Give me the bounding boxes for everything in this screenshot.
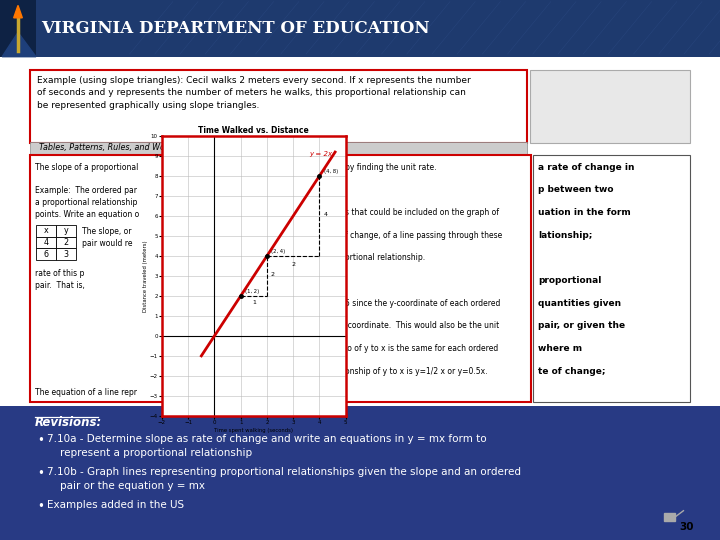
Text: uation in the form: uation in the form bbox=[538, 208, 631, 217]
Text: y = 2x: y = 2x bbox=[309, 151, 332, 157]
Text: x: x bbox=[44, 226, 48, 235]
Text: 7.10a - Determine slope as rate of change and write an equations in y = mx form : 7.10a - Determine slope as rate of chang… bbox=[47, 434, 487, 457]
Text: lationship;: lationship; bbox=[538, 231, 593, 240]
Polygon shape bbox=[14, 5, 22, 18]
Text: Tables, Patterns, Rules, and Words  (Continued): Tables, Patterns, Rules, and Words (Cont… bbox=[39, 144, 230, 152]
Text: pair, or given the: pair, or given the bbox=[538, 321, 625, 330]
Text: 4: 4 bbox=[323, 212, 328, 217]
Text: 30: 30 bbox=[679, 522, 693, 532]
Bar bbox=[0, 0, 720, 57]
Y-axis label: Distance traveled (meters): Distance traveled (meters) bbox=[143, 240, 148, 312]
Text: by finding the unit rate.: by finding the unit rate. bbox=[345, 163, 436, 172]
Text: quantities given: quantities given bbox=[538, 299, 621, 308]
Text: where m: where m bbox=[538, 344, 582, 353]
Text: y: y bbox=[64, 226, 68, 235]
Text: ortional relationship.: ortional relationship. bbox=[345, 253, 425, 262]
FancyBboxPatch shape bbox=[36, 248, 56, 260]
Text: •: • bbox=[37, 467, 45, 480]
FancyBboxPatch shape bbox=[30, 155, 225, 402]
Text: •: • bbox=[37, 434, 45, 447]
Text: 1: 1 bbox=[252, 300, 256, 305]
Text: •: • bbox=[37, 500, 45, 512]
Text: rate of this p: rate of this p bbox=[35, 269, 85, 279]
FancyBboxPatch shape bbox=[30, 142, 527, 154]
Text: Example:  The ordered par: Example: The ordered par bbox=[35, 186, 138, 195]
Text: f change, of a line passing through these: f change, of a line passing through thes… bbox=[345, 231, 502, 240]
Text: 2: 2 bbox=[291, 262, 295, 267]
Bar bbox=[0, 406, 720, 540]
Text: a rate of change in: a rate of change in bbox=[538, 163, 634, 172]
X-axis label: Time spent walking (seconds): Time spent walking (seconds) bbox=[215, 428, 293, 433]
Text: 2: 2 bbox=[270, 272, 274, 277]
Text: 2: 2 bbox=[63, 238, 69, 247]
Text: p between two: p between two bbox=[538, 185, 613, 194]
Text: io of y to x is the same for each ordered: io of y to x is the same for each ordere… bbox=[345, 344, 498, 353]
Text: The equation of a line repr: The equation of a line repr bbox=[35, 388, 138, 397]
Text: (2, 4): (2, 4) bbox=[271, 249, 285, 254]
Text: 6: 6 bbox=[44, 250, 48, 259]
Text: points. Write an equation o: points. Write an equation o bbox=[35, 210, 140, 219]
Polygon shape bbox=[675, 510, 684, 517]
Text: pair would re: pair would re bbox=[82, 239, 132, 248]
Text: s that could be included on the graph of: s that could be included on the graph of bbox=[345, 208, 499, 217]
FancyBboxPatch shape bbox=[56, 237, 76, 248]
Text: Examples added in the US: Examples added in the US bbox=[47, 500, 184, 510]
Bar bbox=[0, 0, 36, 57]
FancyBboxPatch shape bbox=[533, 155, 690, 402]
Text: VIRGINIA DEPARTMENT OF EDUCATION: VIRGINIA DEPARTMENT OF EDUCATION bbox=[41, 20, 430, 37]
Text: (4, 8): (4, 8) bbox=[323, 169, 338, 174]
Text: te of change;: te of change; bbox=[538, 367, 606, 376]
FancyBboxPatch shape bbox=[340, 155, 531, 402]
FancyBboxPatch shape bbox=[56, 248, 76, 260]
Text: proportional: proportional bbox=[538, 276, 601, 285]
FancyBboxPatch shape bbox=[36, 225, 56, 237]
Text: (1, 2): (1, 2) bbox=[245, 289, 259, 294]
Text: 5 since the y-coordinate of each ordered: 5 since the y-coordinate of each ordered bbox=[345, 299, 500, 308]
Text: 3: 3 bbox=[64, 250, 68, 259]
FancyBboxPatch shape bbox=[530, 70, 690, 143]
Text: onship of y to x is y=1/2 x or y=0.5x.: onship of y to x is y=1/2 x or y=0.5x. bbox=[345, 367, 487, 376]
Text: 4: 4 bbox=[44, 238, 48, 247]
FancyBboxPatch shape bbox=[36, 237, 56, 248]
Title: Time Walked vs. Distance: Time Walked vs. Distance bbox=[199, 126, 309, 136]
Text: Example (using slope triangles): Cecil walks 2 meters every second. If x represe: Example (using slope triangles): Cecil w… bbox=[37, 76, 471, 110]
Text: The slope of a proportional: The slope of a proportional bbox=[35, 163, 139, 172]
Polygon shape bbox=[664, 513, 675, 521]
FancyBboxPatch shape bbox=[30, 70, 527, 143]
Text: Revisions:: Revisions: bbox=[35, 416, 102, 429]
Polygon shape bbox=[2, 32, 36, 57]
Text: 7.10b - Graph lines representing proportional relationships given the slope and : 7.10b - Graph lines representing proport… bbox=[47, 467, 521, 490]
Text: -coordinate.  This would also be the unit: -coordinate. This would also be the unit bbox=[345, 321, 499, 330]
Text: The slope, or: The slope, or bbox=[82, 227, 132, 237]
FancyBboxPatch shape bbox=[56, 225, 76, 237]
Text: pair.  That is,: pair. That is, bbox=[35, 281, 85, 291]
Text: a proportional relationship: a proportional relationship bbox=[35, 198, 138, 207]
